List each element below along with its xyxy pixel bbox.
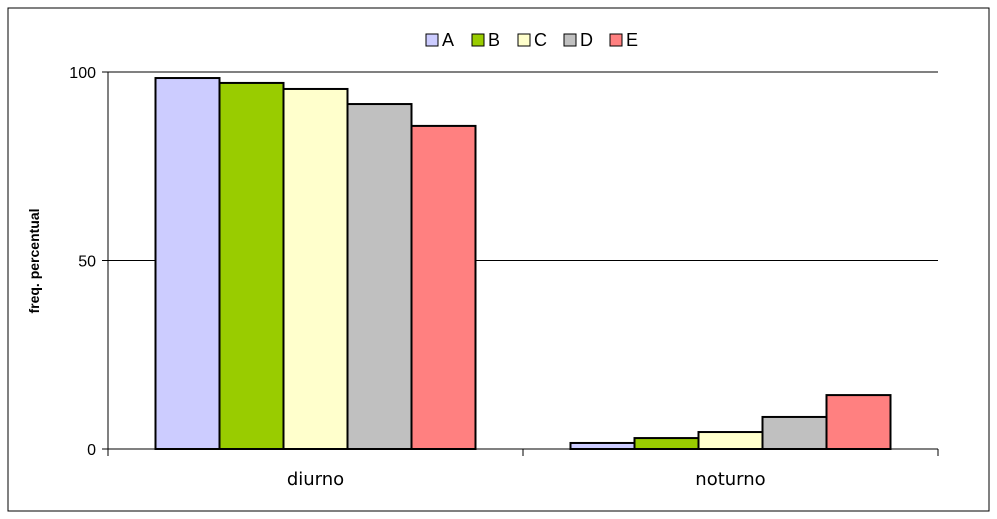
x-category-labels: diurno noturno	[287, 469, 766, 490]
bar	[569, 441, 636, 450]
x-category-label: noturno	[695, 469, 765, 490]
y-tick-label: 100	[69, 65, 96, 82]
axes	[102, 71, 939, 456]
bars	[154, 77, 892, 451]
legend-label: D	[580, 30, 593, 50]
y-tick-label: 0	[87, 442, 96, 459]
legend-item: B	[471, 30, 500, 50]
legend-item: C	[517, 30, 547, 50]
bar	[825, 394, 892, 450]
legend-label: E	[626, 30, 638, 50]
legend-label: C	[534, 30, 547, 50]
bar	[761, 415, 828, 450]
legend: A B C D E	[425, 30, 638, 50]
legend-swatch	[471, 33, 485, 47]
legend-label: A	[442, 30, 454, 50]
legend-swatch	[517, 33, 531, 47]
legend-item: E	[609, 30, 638, 50]
y-tick-labels: 0 50 100	[69, 65, 96, 459]
bar	[154, 77, 221, 450]
legend-item: D	[563, 30, 593, 50]
bar	[410, 124, 477, 450]
legend-swatch	[609, 33, 623, 47]
x-category-label: diurno	[287, 469, 344, 490]
legend-label: B	[488, 30, 500, 50]
bar	[282, 87, 349, 450]
y-tick-label: 50	[78, 254, 96, 271]
bar	[633, 437, 700, 450]
legend-swatch	[425, 33, 439, 47]
bar	[218, 81, 285, 450]
bar	[346, 103, 413, 450]
y-axis-title: freq. percentual	[26, 208, 42, 313]
legend-item: A	[425, 30, 454, 50]
bar	[697, 431, 764, 451]
legend-swatch	[563, 33, 577, 47]
